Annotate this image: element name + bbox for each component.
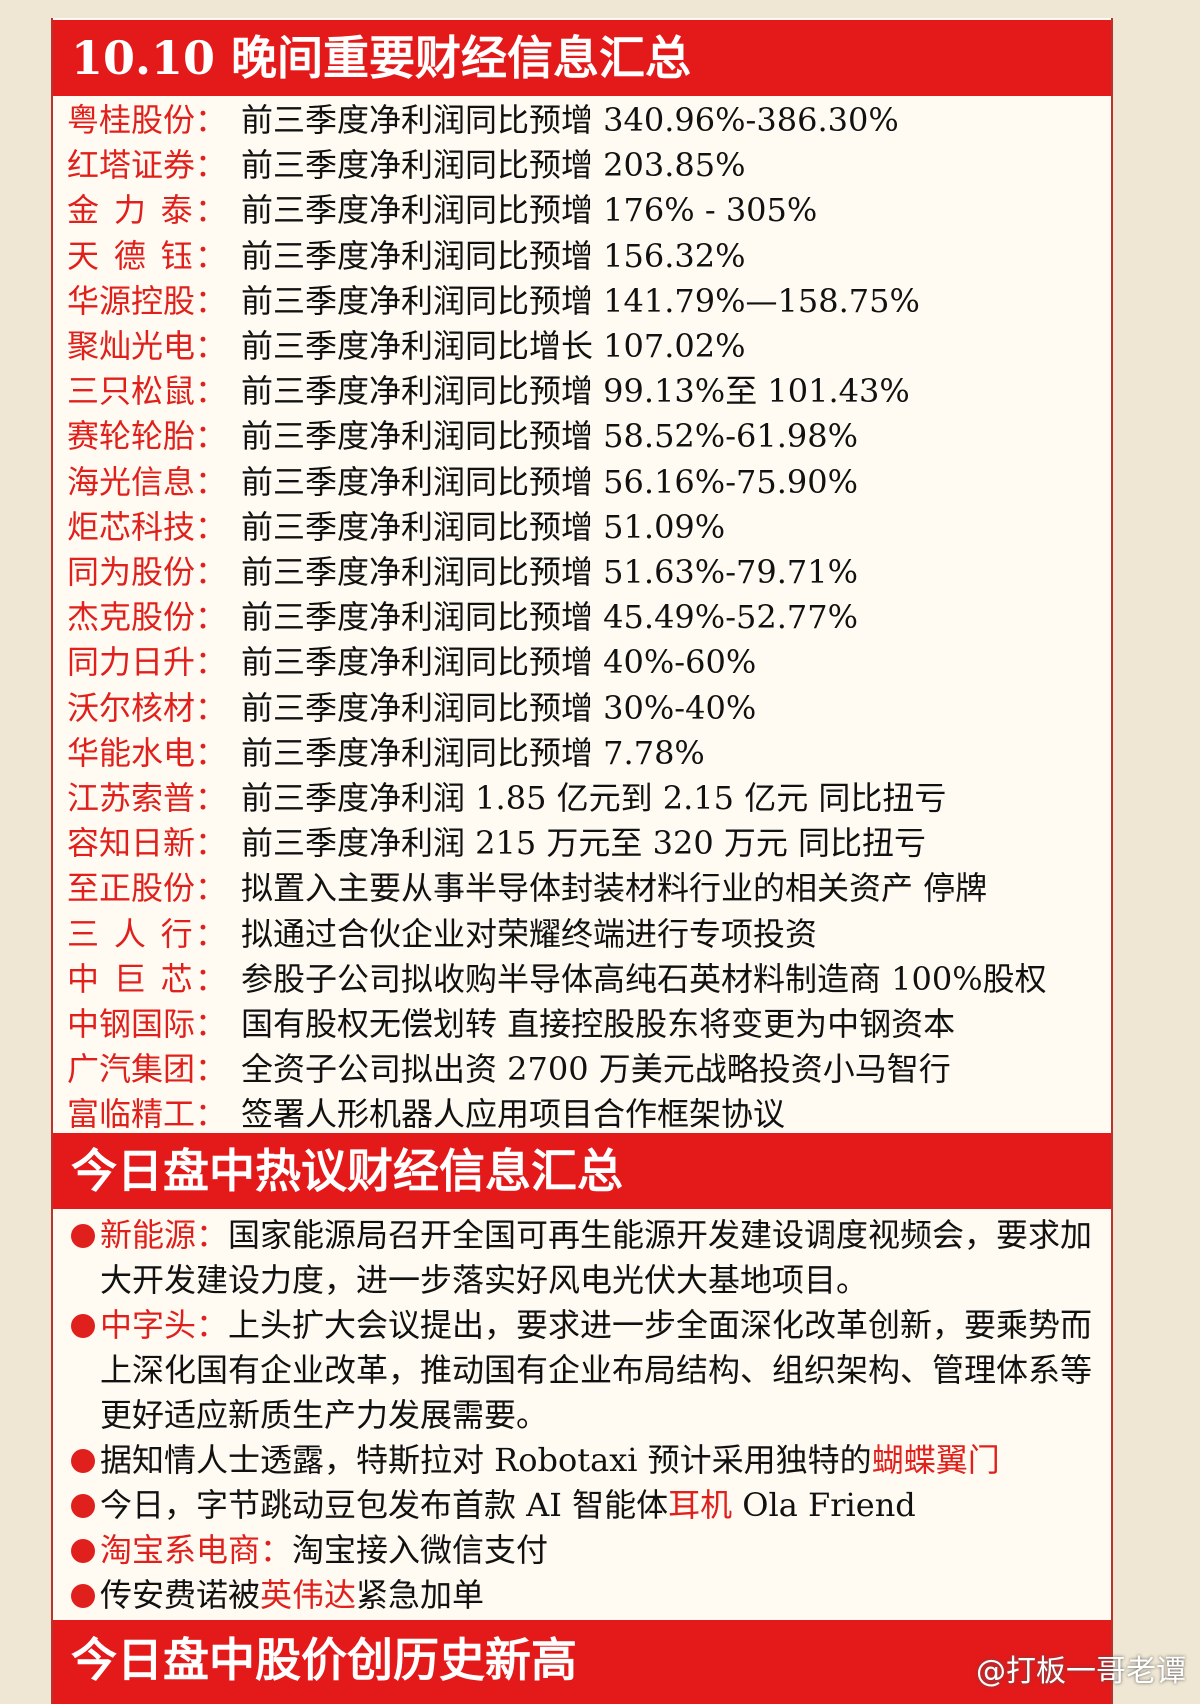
- item-row: 容知日新： 前三季度净利润 215 万元至 320 万元 同比扭亏: [67, 821, 926, 866]
- section-title: 今日盘中股价创历史新高: [53, 1620, 1111, 1704]
- item-text: 前三季度净利润 1.85 亿元到 2.15 亿元 同比扭亏: [241, 779, 947, 817]
- item-row: 华能水电： 前三季度净利润同比预增 7.78%: [67, 731, 705, 776]
- bullet-text: 淘宝系电商：: [100, 1531, 293, 1569]
- bullet-item: 传安费诺被英伟达紧急加单: [67, 1573, 1097, 1618]
- bullet-item: 据知情人士透露，特斯拉对 Robotaxi 预计采用独特的蝴蝶翼门: [67, 1438, 1097, 1483]
- bullet-text: 上头扩大会议提出，要求进一步全面深化改革创新，要乘势而上深化国有企业改革，推动国…: [100, 1306, 1093, 1434]
- item-text: 前三季度净利润同比预增 141.79%—158.75%: [241, 281, 920, 320]
- company-name: 炬芯科技：: [67, 507, 228, 546]
- bullet-text: 淘宝接入微信支付: [292, 1531, 549, 1569]
- item-row: 炬芯科技： 前三季度净利润同比预增 51.09%: [67, 505, 725, 550]
- item-row: 三只松鼠： 前三季度净利润同比预增 99.13%至 101.43%: [67, 369, 910, 414]
- bullet-text: Ola Friend: [732, 1486, 916, 1524]
- item-text: 前三季度净利润同比预增 56.16%-75.90%: [241, 462, 859, 501]
- bullet-list: 新能源：国家能源局召开全国可再生能源开发建设调度视频会，要求加大开发建设力度，进…: [67, 1213, 1097, 1618]
- bullet-text: 蝴蝶翼门: [871, 1441, 1000, 1479]
- bullet-text: 据知情人士透露，特斯拉对 Robotaxi 预计采用独特的: [100, 1441, 872, 1479]
- item-text: 前三季度净利润同比预增 51.63%-79.71%: [241, 553, 859, 591]
- item-row: 海光信息： 前三季度净利润同比预增 56.16%-75.90%: [67, 460, 858, 505]
- company-name: 容知日新：: [67, 824, 228, 863]
- item-text: 国有股权无偿划转 直接控股股东将变更为中钢资本: [241, 1005, 956, 1043]
- item-text: 前三季度净利润同比预增 30%-40%: [241, 688, 757, 727]
- company-name: 天 德 钰：: [67, 236, 227, 275]
- item-text: 前三季度净利润同比预增 340.96%-386.30%: [241, 101, 899, 139]
- item-text: 前三季度净利润同比预增 203.85%: [241, 146, 746, 185]
- company-name: 沃尔核材：: [67, 688, 228, 727]
- bullet-text: 耳机: [668, 1486, 733, 1524]
- bullet-text: 中字头：: [100, 1306, 229, 1344]
- item-row: 沃尔核材： 前三季度净利润同比预增 30%-40%: [67, 686, 756, 731]
- company-name: 聚灿光电：: [67, 327, 228, 365]
- company-name: 富临精工：: [67, 1095, 228, 1134]
- section-title: 今日盘中热议财经信息汇总: [53, 1133, 1111, 1209]
- item-text: 前三季度净利润同比预增 40%-60%: [241, 643, 757, 682]
- item-row: 同力日升： 前三季度净利润同比预增 40%-60%: [67, 640, 756, 685]
- company-name: 粤桂股份：: [67, 101, 228, 139]
- watermark: @打板一哥老谭: [976, 1654, 1186, 1689]
- item-text: 前三季度净利润 215 万元至 320 万元 同比扭亏: [241, 824, 927, 863]
- item-row: 同为股份： 前三季度净利润同比预增 51.63%-79.71%: [67, 550, 858, 595]
- item-text: 前三季度净利润同比预增 58.52%-61.98%: [241, 417, 859, 456]
- company-name: 江苏索普：: [67, 779, 228, 817]
- header-title: 10.10 晚间重要财经信息汇总: [53, 20, 1111, 96]
- item-row: 粤桂股份： 前三季度净利润同比预增 340.96%-386.30%: [67, 98, 899, 143]
- company-name: 同力日升：: [67, 643, 228, 682]
- item-text: 拟置入主要从事半导体封装材料行业的相关资产 停牌: [241, 869, 988, 908]
- item-row: 富临精工： 签署人形机器人应用项目合作框架协议: [67, 1092, 785, 1137]
- bullet-item: 中字头：上头扩大会议提出，要求进一步全面深化改革创新，要乘势而上深化国有企业改革…: [67, 1303, 1097, 1438]
- item-row: 赛轮轮胎： 前三季度净利润同比预增 58.52%-61.98%: [67, 414, 858, 459]
- bullet-text: 今日，字节跳动豆包发布首款 AI 智能体: [100, 1486, 669, 1524]
- item-row: 至正股份： 拟置入主要从事半导体封装材料行业的相关资产 停牌: [67, 866, 987, 911]
- item-text: 前三季度净利润同比预增 156.32%: [241, 236, 746, 275]
- item-row: 红塔证券： 前三季度净利润同比预增 203.85%: [67, 143, 746, 188]
- item-row: 中 巨 芯： 参股子公司拟收购半导体高纯石英材料制造商 100%股权: [67, 957, 1047, 1002]
- company-name: 红塔证券：: [67, 146, 228, 185]
- bullet-item: 今日，字节跳动豆包发布首款 AI 智能体耳机 Ola Friend: [67, 1483, 1097, 1528]
- card: 10.10 晚间重要财经信息汇总 粤桂股份： 前三季度净利润同比预增 340.96…: [51, 18, 1113, 1704]
- company-name: 中钢国际：: [67, 1005, 228, 1043]
- item-row: 广汽集团： 全资子公司拟出资 2700 万美元战略投资小马智行: [67, 1047, 951, 1092]
- bullet-text: 英伟达: [260, 1576, 357, 1614]
- company-name: 广汽集团：: [67, 1050, 228, 1089]
- company-name: 三只松鼠：: [67, 372, 228, 411]
- company-name: 同为股份：: [67, 553, 228, 591]
- company-name: 至正股份：: [67, 869, 228, 908]
- item-row: 华源控股： 前三季度净利润同比预增 141.79%—158.75%: [67, 279, 920, 324]
- item-text: 参股子公司拟收购半导体高纯石英材料制造商 100%股权: [241, 959, 1047, 998]
- item-row: 江苏索普： 前三季度净利润 1.85 亿元到 2.15 亿元 同比扭亏: [67, 776, 946, 821]
- item-row: 金 力 泰： 前三季度净利润同比预增 176% - 305%: [67, 188, 817, 233]
- item-row: 杰克股份： 前三季度净利润同比预增 45.49%-52.77%: [67, 595, 858, 640]
- bullet-item: 淘宝系电商：淘宝接入微信支付: [67, 1528, 1097, 1573]
- item-row: 三 人 行： 拟通过合伙企业对荣耀终端进行专项投资: [67, 912, 817, 957]
- company-name: 三 人 行：: [67, 914, 227, 953]
- item-row: 聚灿光电： 前三季度净利润同比增长 107.02%: [67, 324, 746, 369]
- item-text: 拟通过合伙企业对荣耀终端进行专项投资: [241, 914, 818, 953]
- company-name: 金 力 泰：: [67, 191, 227, 230]
- item-text: 前三季度净利润同比预增 7.78%: [241, 733, 705, 772]
- item-text: 全资子公司拟出资 2700 万美元战略投资小马智行: [241, 1050, 951, 1089]
- bullet-text: 传安费诺被: [100, 1576, 261, 1614]
- company-name: 中 巨 芯：: [67, 959, 227, 998]
- company-name: 华能水电：: [67, 733, 228, 772]
- bullet-item: 新能源：国家能源局召开全国可再生能源开发建设调度视频会，要求加大开发建设力度，进…: [67, 1213, 1097, 1303]
- company-name: 海光信息：: [67, 462, 228, 501]
- item-text: 前三季度净利润同比预增 176% - 305%: [241, 191, 818, 230]
- bullet-text: 国家能源局召开全国可再生能源开发建设调度视频会，要求加大开发建设力度，进一步落实…: [100, 1216, 1093, 1299]
- company-name: 赛轮轮胎：: [67, 417, 228, 456]
- bullet-text: 新能源：: [100, 1216, 229, 1254]
- bullet-text: 紧急加单: [356, 1576, 485, 1614]
- item-row: 天 德 钰： 前三季度净利润同比预增 156.32%: [67, 234, 746, 279]
- item-row: 中钢国际： 国有股权无偿划转 直接控股股东将变更为中钢资本: [67, 1002, 955, 1047]
- company-name: 杰克股份：: [67, 598, 228, 637]
- company-name: 华源控股：: [67, 281, 228, 320]
- item-text: 签署人形机器人应用项目合作框架协议: [241, 1095, 786, 1134]
- item-text: 前三季度净利润同比预增 51.09%: [241, 507, 726, 546]
- item-text: 前三季度净利润同比预增 99.13%至 101.43%: [241, 372, 910, 411]
- item-text: 前三季度净利润同比预增 45.49%-52.77%: [241, 598, 859, 637]
- item-text: 前三季度净利润同比增长 107.02%: [241, 327, 746, 365]
